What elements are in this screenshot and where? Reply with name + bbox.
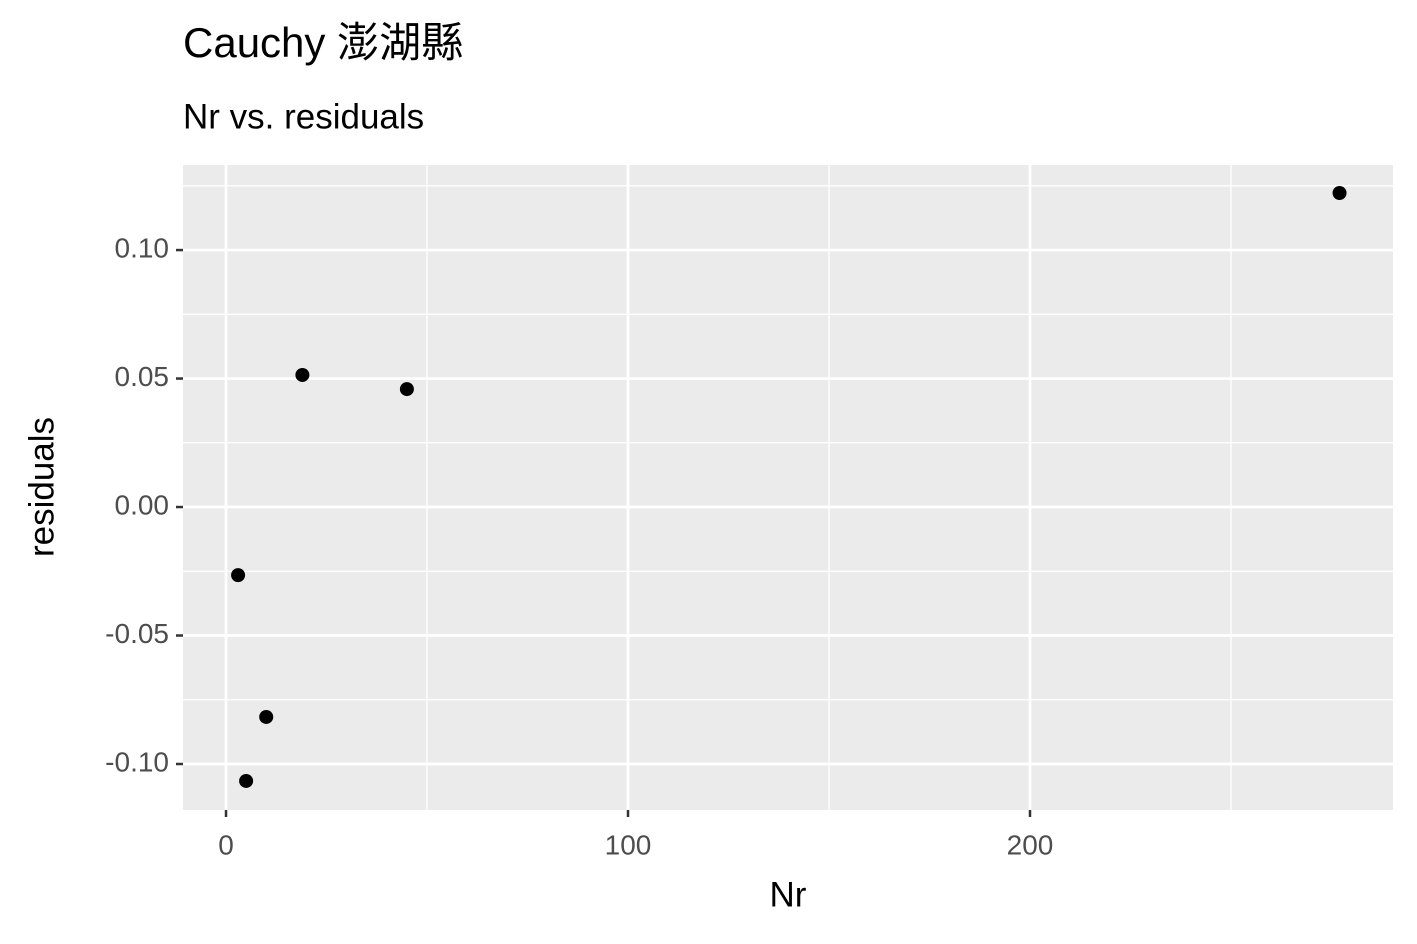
chart-title: Cauchy 澎湖縣 xyxy=(183,19,463,66)
y-tick-label: 0.10 xyxy=(115,232,170,263)
x-tick-label: 100 xyxy=(605,829,652,860)
point xyxy=(1332,186,1347,201)
point xyxy=(239,773,254,788)
y-tick-label: -0.10 xyxy=(105,746,169,777)
point xyxy=(295,367,310,382)
panel xyxy=(183,165,1393,810)
point xyxy=(231,568,246,583)
x-tick-label: 0 xyxy=(218,829,234,860)
x-tick-label: 200 xyxy=(1007,829,1054,860)
y-tick-label: 0.05 xyxy=(115,361,170,392)
y-tick-label: -0.05 xyxy=(105,618,169,649)
y-tick-label: 0.00 xyxy=(115,489,170,520)
point xyxy=(259,709,274,724)
point xyxy=(399,382,414,397)
y-axis-title: residuals xyxy=(22,417,61,557)
chart-subtitle: Nr vs. residuals xyxy=(183,97,424,136)
x-axis-title: Nr xyxy=(770,875,807,914)
